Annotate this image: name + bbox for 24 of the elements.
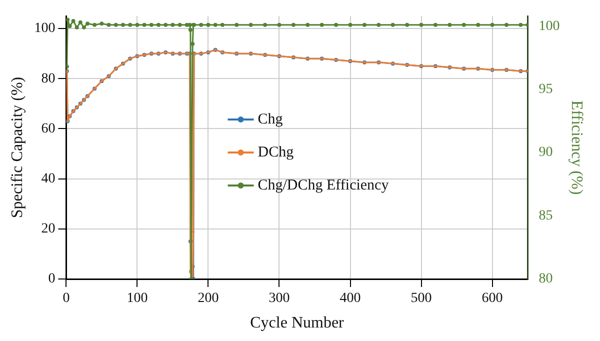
legend-label: DChg	[258, 144, 294, 160]
y-tick-label: 80	[41, 71, 56, 86]
y2-tick-label: 80	[538, 272, 553, 287]
legend-label: Chg/DChg Efficiency	[258, 177, 390, 194]
y-tick-label: 100	[34, 21, 56, 36]
legend-label: Chg	[258, 111, 284, 128]
y-axis-title: Specific Capacity (%)	[8, 76, 26, 218]
y2-axis-title: Efficiency (%)	[568, 100, 586, 195]
x-tick-label: 300	[268, 291, 290, 306]
x-tick-label: 400	[340, 291, 361, 306]
x-tick-label: 0	[62, 291, 70, 306]
x-tick-label: 500	[410, 291, 432, 306]
y-tick-label: 60	[41, 121, 56, 136]
y-tick-label: 0	[48, 272, 56, 287]
y-tick-label: 20	[41, 222, 56, 237]
x-tick-label: 600	[482, 291, 503, 306]
y2-tick-label: 90	[538, 145, 553, 160]
y2-tick-label: 95	[538, 82, 553, 98]
y-tick-label: 40	[41, 171, 56, 186]
y2-tick-label: 100	[538, 18, 560, 34]
y2-tick-label: 85	[538, 208, 553, 224]
x-axis-title: Cycle Number	[250, 314, 345, 332]
x-tick-label: 100	[126, 291, 148, 306]
x-tick-label: 200	[198, 291, 219, 306]
